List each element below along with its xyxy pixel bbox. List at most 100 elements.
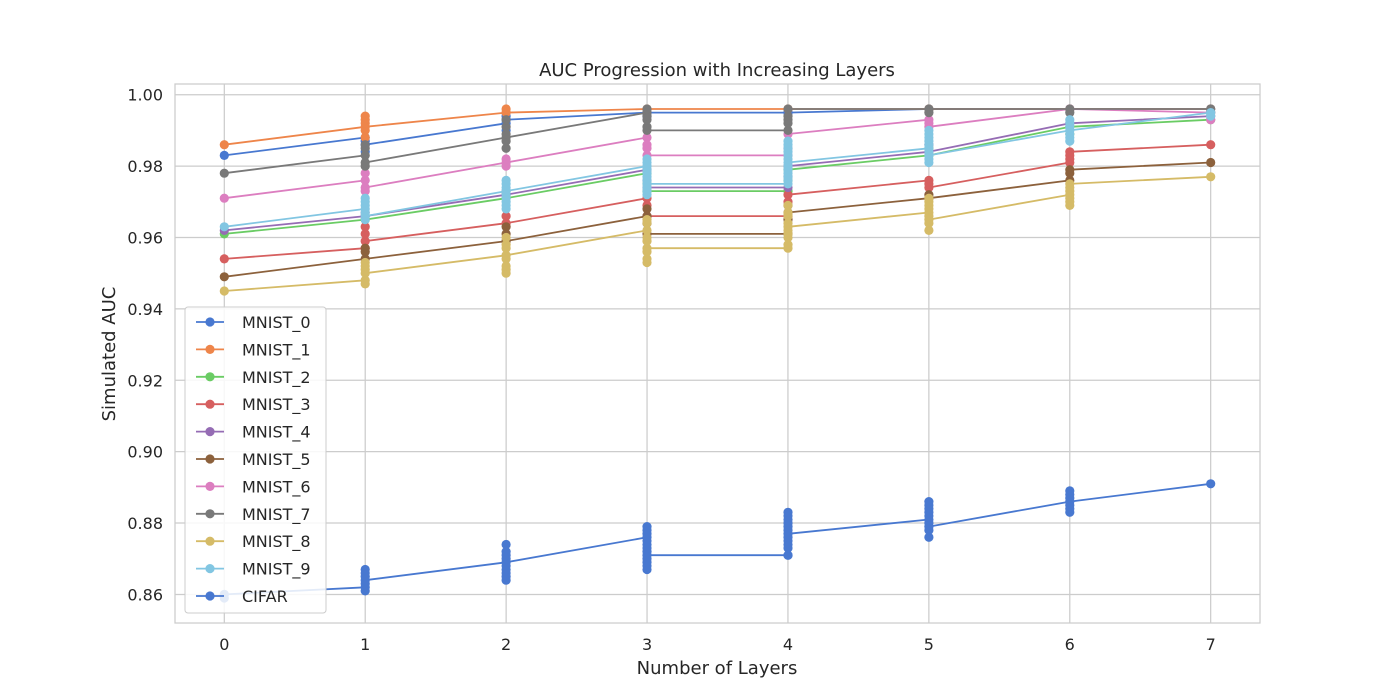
- y-tick-label: 0.94: [127, 300, 163, 319]
- legend-label: MNIST_1: [242, 340, 311, 360]
- data-point-mnist-6: [501, 154, 511, 164]
- data-point-mnist-6: [360, 186, 370, 196]
- data-point-cifar: [642, 554, 652, 564]
- plot-area-frame: [174, 83, 1261, 624]
- legend-label: MNIST_8: [242, 532, 311, 552]
- legend-swatch-marker: [205, 317, 215, 327]
- plot-area-background: [175, 84, 1260, 623]
- data-point-mnist-7: [501, 122, 511, 132]
- data-point-mnist-7: [360, 161, 370, 171]
- legend-item-mnist-8: MNIST_8: [196, 532, 311, 552]
- x-tick-label: 0: [219, 635, 229, 654]
- data-point-mnist-8: [360, 279, 370, 289]
- data-point-mnist-9: [642, 154, 652, 164]
- legend-swatch-marker: [205, 399, 215, 409]
- data-point-mnist-1: [360, 132, 370, 143]
- data-point-mnist-8: [642, 225, 652, 235]
- data-point-mnist-9: [360, 193, 370, 203]
- data-point-mnist-7: [360, 150, 370, 160]
- data-point-mnist-9: [924, 125, 934, 135]
- legend-label: MNIST_9: [242, 560, 311, 580]
- data-point-mnist-3: [783, 190, 793, 200]
- x-axis-title: Number of Layers: [637, 658, 798, 679]
- data-point-mnist-5: [219, 272, 229, 282]
- data-point-mnist-8: [783, 218, 793, 228]
- data-point-mnist-5: [642, 204, 652, 214]
- x-tick-label: 2: [501, 635, 511, 654]
- data-point-cifar: [501, 547, 511, 557]
- data-point-mnist-5: [360, 243, 370, 253]
- legend-item-mnist-3: MNIST_3: [196, 395, 311, 415]
- data-point-mnist-8: [501, 232, 511, 243]
- data-point-mnist-9: [924, 154, 934, 164]
- data-point-cifar: [642, 522, 652, 532]
- data-point-mnist-8: [783, 200, 793, 210]
- data-point-mnist-9: [501, 190, 511, 200]
- series-mnist-9: [219, 108, 1216, 232]
- data-point-mnist-6: [642, 140, 652, 150]
- legend-swatch-marker: [205, 591, 215, 601]
- data-point-cifar: [783, 532, 793, 542]
- data-point-mnist-3: [360, 236, 370, 246]
- data-point-mnist-8: [642, 254, 652, 264]
- data-point-mnist-8: [219, 286, 229, 296]
- legend-swatch-marker: [205, 427, 215, 437]
- data-point-mnist-7: [642, 111, 652, 121]
- data-point-mnist-8: [501, 261, 511, 271]
- data-point-cifar: [360, 564, 370, 575]
- legend-label: MNIST_2: [242, 368, 311, 388]
- data-point-mnist-7: [783, 111, 793, 121]
- data-point-mnist-7: [642, 122, 652, 132]
- data-point-mnist-3: [924, 179, 934, 189]
- data-point-mnist-7: [924, 108, 934, 118]
- data-point-mnist-8: [783, 207, 793, 218]
- legend-label: MNIST_0: [242, 313, 311, 333]
- legend-swatch-marker: [205, 564, 215, 574]
- data-point-cifar: [924, 525, 934, 535]
- data-point-mnist-7: [783, 104, 793, 114]
- legend-item-mnist-9: MNIST_9: [196, 560, 311, 580]
- data-point-mnist-1: [501, 104, 511, 114]
- y-tick-label: 0.98: [127, 157, 163, 176]
- y-tick-label: 0.96: [127, 228, 163, 247]
- data-point-mnist-8: [642, 232, 652, 243]
- legend-item-mnist-2: MNIST_2: [196, 368, 311, 388]
- data-point-mnist-8: [501, 254, 511, 264]
- data-point-cifar: [1065, 500, 1075, 510]
- x-tick-label: 4: [783, 635, 793, 654]
- x-tick-label: 5: [924, 635, 934, 654]
- data-point-mnist-9: [924, 147, 934, 157]
- data-point-mnist-5: [1065, 168, 1075, 178]
- data-point-mnist-6: [360, 168, 370, 178]
- data-point-mnist-7: [219, 168, 229, 178]
- data-point-mnist-8: [924, 218, 934, 228]
- data-point-mnist-7: [783, 125, 793, 135]
- y-axis-title: Simulated AUC: [99, 287, 120, 422]
- data-point-mnist-7: [1065, 108, 1075, 118]
- data-point-cifar: [1065, 486, 1075, 496]
- data-point-cifar: [783, 507, 793, 517]
- data-point-mnist-8: [501, 240, 511, 250]
- data-point-mnist-9: [1065, 129, 1075, 139]
- data-point-mnist-1: [360, 125, 370, 135]
- data-point-mnist-3: [1206, 140, 1216, 150]
- legend-swatch-marker: [205, 481, 215, 491]
- x-tick-label: 6: [1065, 635, 1075, 654]
- data-point-mnist-0: [219, 150, 229, 160]
- data-point-cifar: [360, 579, 370, 589]
- data-point-mnist-8: [783, 225, 793, 235]
- legend-item-mnist-0: MNIST_0: [196, 313, 311, 333]
- x-tick-label: 3: [642, 635, 652, 654]
- data-point-mnist-6: [642, 132, 652, 143]
- legend-item-cifar: CIFAR: [196, 587, 288, 606]
- data-point-mnist-9: [783, 161, 793, 171]
- data-point-mnist-9: [642, 165, 652, 175]
- legend: MNIST_0 MNIST_1 MNIST_2 MNIST_3 MNIST_4 MNIST…: [184, 306, 327, 614]
- data-point-mnist-9: [219, 222, 229, 232]
- data-point-cifar: [924, 497, 934, 507]
- data-point-cifar: [1206, 479, 1216, 489]
- data-point-mnist-3: [1065, 150, 1075, 160]
- data-point-mnist-8: [924, 193, 934, 203]
- data-point-mnist-9: [360, 207, 370, 218]
